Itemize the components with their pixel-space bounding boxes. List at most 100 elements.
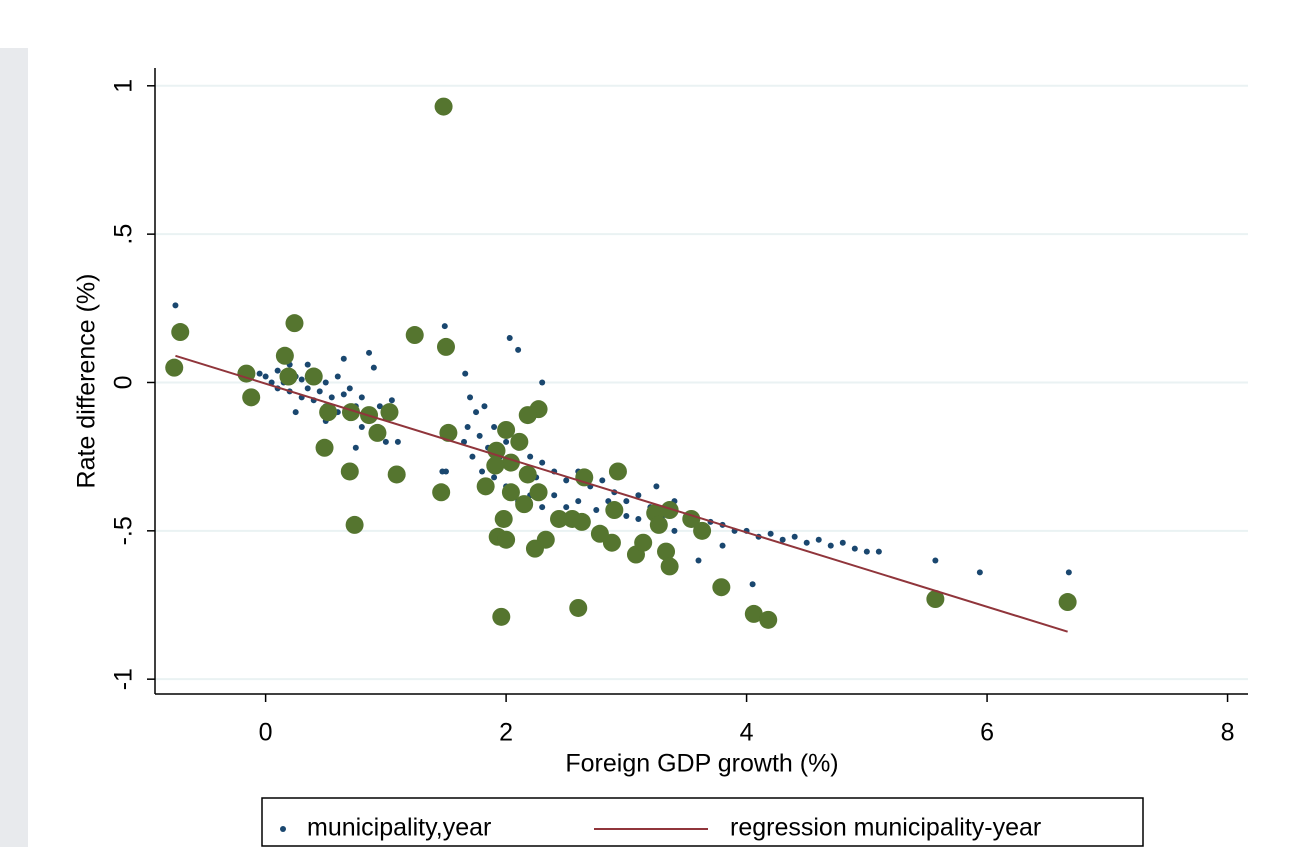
point [494, 509, 513, 528]
point [623, 498, 630, 505]
point [171, 323, 190, 342]
point [608, 462, 627, 481]
point [744, 604, 763, 623]
point [491, 423, 498, 430]
point [279, 367, 298, 386]
point [298, 376, 305, 383]
point [274, 367, 281, 374]
point [165, 358, 184, 377]
point [476, 432, 483, 439]
point [366, 349, 373, 356]
point [602, 533, 621, 552]
point [292, 409, 299, 416]
plot-area [155, 68, 1248, 694]
point [875, 548, 882, 555]
point [539, 379, 546, 386]
point [976, 569, 983, 576]
y-tick-label: -.5 [110, 516, 138, 545]
point [486, 456, 505, 475]
y-tick-label: 1 [110, 79, 138, 93]
legend [261, 797, 1144, 847]
point [439, 468, 446, 475]
point [370, 364, 377, 371]
x-tick-label: 0 [259, 719, 273, 747]
point [268, 379, 275, 386]
point [352, 444, 359, 451]
point [285, 314, 304, 333]
point [575, 498, 582, 505]
point [501, 453, 520, 472]
point [634, 533, 653, 552]
y-tick-label: .5 [110, 224, 138, 245]
point [506, 334, 513, 341]
point [693, 521, 712, 540]
sidebar [0, 48, 28, 847]
point [759, 610, 778, 629]
point [469, 453, 476, 460]
point [491, 474, 498, 481]
point [334, 373, 341, 380]
point [515, 346, 522, 353]
point [487, 441, 506, 460]
y-tick-label: -1 [110, 668, 138, 690]
point [657, 542, 676, 561]
point [479, 468, 486, 475]
point [719, 542, 726, 549]
point [863, 548, 870, 555]
point [441, 323, 448, 330]
point [525, 539, 544, 558]
point [476, 477, 495, 496]
point [749, 581, 756, 588]
point [394, 438, 401, 445]
point [635, 492, 642, 499]
point [464, 423, 471, 430]
point [358, 423, 365, 430]
point [242, 388, 261, 407]
point [599, 477, 606, 484]
point [358, 394, 365, 401]
point [315, 438, 334, 457]
point [304, 385, 311, 392]
point [649, 515, 668, 534]
point [510, 432, 529, 451]
point [712, 578, 731, 597]
point [932, 557, 939, 564]
point [481, 403, 488, 410]
x-axis-title: Foreign GDP growth (%) [565, 750, 838, 778]
point [328, 394, 335, 401]
point [623, 512, 630, 519]
point [539, 459, 546, 466]
point [695, 557, 702, 564]
legend-swatch [280, 826, 286, 832]
point [653, 483, 660, 490]
point [497, 530, 516, 549]
point [462, 370, 469, 377]
point [660, 557, 679, 576]
point [851, 545, 858, 552]
point [439, 423, 458, 442]
point [340, 355, 347, 362]
point [767, 530, 774, 537]
point [368, 423, 387, 442]
point [345, 515, 364, 534]
point [569, 598, 588, 617]
point [405, 326, 424, 345]
point [563, 504, 570, 511]
y-tick-label: 0 [110, 376, 138, 390]
point [304, 361, 311, 368]
point [503, 438, 510, 445]
point [388, 397, 395, 404]
point [346, 385, 353, 392]
point [550, 509, 569, 528]
point [827, 542, 834, 549]
point [518, 406, 537, 425]
point [387, 465, 406, 484]
point [635, 515, 642, 522]
point [593, 507, 600, 514]
point [380, 403, 399, 422]
x-tick-label: 2 [499, 719, 513, 747]
point [434, 97, 453, 116]
point [527, 453, 534, 460]
legend-label: regression municipality-year [730, 814, 1041, 842]
